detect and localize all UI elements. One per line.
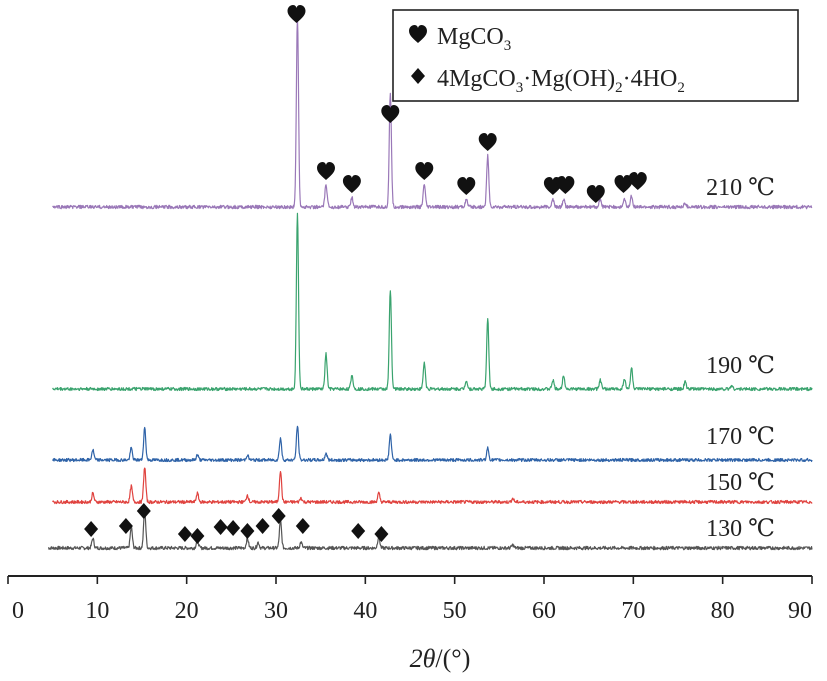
x-tick-label: 40 (353, 598, 377, 624)
heart-peak-marker (317, 162, 335, 180)
curve-label-210c: 210 ℃ (706, 175, 775, 201)
x-axis-title-unit: /(°) (435, 644, 470, 673)
heart-peak-marker (342, 175, 361, 193)
legend-label-part-2: ·Mg(OH) (523, 66, 615, 92)
traces-group (47, 17, 813, 551)
heart-peak-marker (415, 162, 434, 180)
curve-label-150c: 150 ℃ (706, 470, 775, 496)
x-tick-label: 70 (621, 598, 645, 624)
x-axis-title: 2θ/(°) (410, 644, 471, 673)
diamond-peak-marker (255, 518, 270, 534)
trace-210c (52, 17, 813, 210)
trace-130c (47, 508, 813, 551)
heart-peak-marker (556, 176, 575, 194)
x-tick-label: 0 (12, 598, 24, 624)
legend: MgCO3 4MgCO3·Mg(OH)2·4HO2 (392, 9, 799, 102)
legend-box (392, 9, 799, 102)
heart-peak-marker (586, 185, 605, 203)
heart-peak-marker (478, 133, 497, 151)
heart-peak-marker (287, 5, 306, 23)
diamond-peak-marker (240, 523, 255, 539)
legend-label-mgco3-sub: 3 (504, 38, 512, 54)
legend-label-mgco3-main: MgCO (437, 24, 504, 50)
x-axis-title-var: 2θ (410, 644, 436, 673)
diamond-peak-marker (271, 508, 286, 524)
x-tick-label: 90 (788, 598, 812, 624)
diamond-peak-marker (84, 521, 99, 537)
diamond-peak-marker (177, 526, 192, 542)
x-tick-label: 30 (264, 598, 288, 624)
curve-label-130c: 130 ℃ (706, 516, 775, 542)
x-tick-label: 80 (711, 598, 735, 624)
legend-label-part-5: 2 (677, 80, 685, 96)
curve-label-170c: 170 ℃ (706, 424, 775, 450)
legend-label-part-4: ·4HO (623, 66, 678, 92)
trace-170c (52, 425, 813, 463)
trace-190c (52, 212, 813, 392)
diamond-peak-marker (226, 520, 241, 536)
legend-label-part-1: 3 (516, 80, 524, 96)
x-axis-ticks: 0 10 20 30 40 50 60 70 80 90 (7, 576, 813, 624)
heart-peak-marker (457, 177, 476, 195)
diamond-peak-marker (190, 528, 205, 544)
heart-peak-marker (628, 172, 647, 190)
diamond-peak-marker (351, 523, 366, 539)
diamond-peak-marker (374, 526, 389, 542)
x-tick-label: 50 (443, 598, 467, 624)
curve-label-190c: 190 ℃ (706, 353, 775, 379)
x-tick-label: 60 (532, 598, 556, 624)
legend-label-hydromagnesite: 4MgCO3·Mg(OH)2·4HO2 (437, 66, 685, 96)
legend-label-mgco3: MgCO3 (437, 24, 511, 54)
diamond-peak-marker (136, 503, 151, 519)
diamond-peak-marker (295, 518, 310, 534)
diamond-peak-marker (213, 519, 228, 535)
legend-label-part-3: 2 (615, 80, 623, 96)
x-tick-label: 20 (175, 598, 199, 624)
curve-labels-group: 130 ℃ 150 ℃ 170 ℃ 190 ℃ 210 ℃ (706, 175, 775, 542)
x-tick-label: 10 (85, 598, 109, 624)
legend-label-part-0: 4MgCO (437, 66, 516, 92)
trace-150c (52, 467, 813, 505)
